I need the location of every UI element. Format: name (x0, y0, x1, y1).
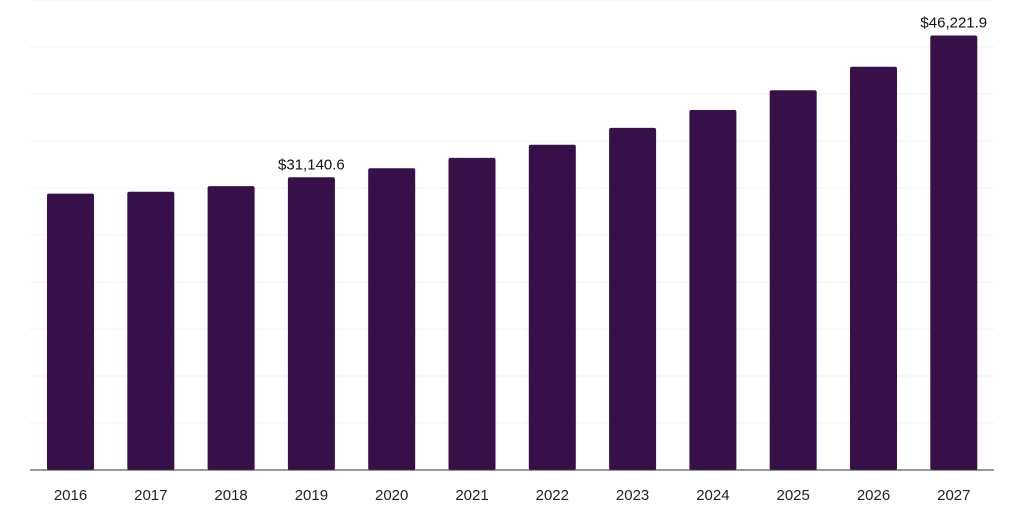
data-labels: $31,140.6 $46,221.9 (278, 15, 987, 174)
x-tick-label-2017: 2017 (134, 487, 167, 504)
x-tick-label-2024: 2024 (696, 487, 729, 504)
bar-2027 (930, 35, 978, 471)
x-tick-label-2023: 2023 (616, 487, 649, 504)
data-label-2027: $46,221.9 (920, 15, 987, 32)
bar-2017 (127, 191, 175, 470)
bar-2022 (528, 144, 576, 470)
bars (47, 35, 978, 471)
x-tick-label-2016: 2016 (54, 487, 87, 504)
bar-2024 (689, 109, 737, 470)
bar-2023 (609, 127, 657, 470)
bar-2020 (368, 168, 416, 470)
bar-2021 (448, 157, 496, 471)
bar-2016 (47, 193, 94, 470)
x-tick-label-2027: 2027 (937, 487, 970, 504)
bar-2019 (287, 177, 335, 470)
bar-2018 (207, 186, 255, 470)
x-tick-label-2021: 2021 (455, 487, 488, 504)
data-label-2019: $31,140.6 (278, 156, 345, 173)
gridlines (30, 0, 994, 424)
x-tick-labels: 2016 2017 2018 2019 2020 2021 2022 2023 2024 2025… (54, 487, 971, 504)
bar-2025 (769, 90, 817, 471)
x-tick-label-2018: 2018 (214, 487, 247, 504)
x-tick-label-2026: 2026 (857, 487, 890, 504)
bar-2026 (850, 66, 897, 471)
x-tick-label-2019: 2019 (295, 487, 328, 504)
x-tick-label-2025: 2025 (777, 487, 810, 504)
x-tick-label-2022: 2022 (536, 487, 569, 504)
x-tick-label-2020: 2020 (375, 487, 408, 504)
